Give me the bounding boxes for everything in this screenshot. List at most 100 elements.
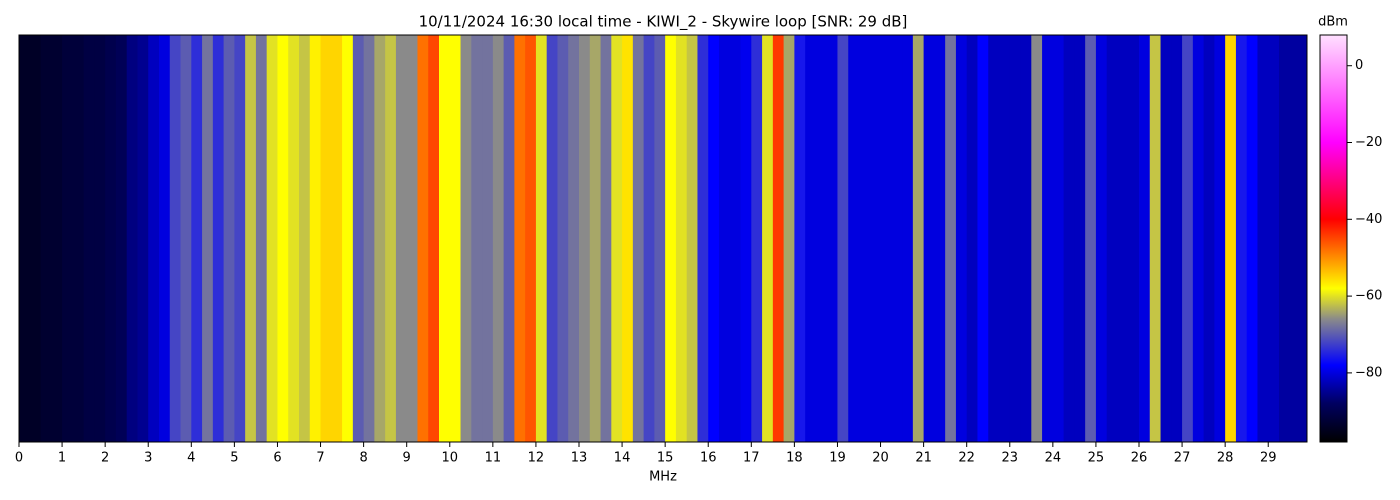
heatmap-cell [51, 35, 63, 442]
heatmap-cell [622, 35, 634, 442]
heatmap-cell [1192, 35, 1205, 442]
x-tick-label: 6 [273, 451, 281, 466]
colorbar-tick-label: −60 [1355, 289, 1382, 304]
heatmap-cell [686, 35, 698, 442]
heatmap-cell [29, 35, 42, 442]
heatmap-cell [557, 35, 569, 442]
heatmap-cell [277, 35, 289, 442]
heatmap-cell [600, 35, 612, 442]
x-tick-label: 19 [829, 451, 846, 466]
x-tick-label: 2 [101, 451, 109, 466]
heatmap-cell [180, 35, 192, 442]
heatmap-cell [94, 35, 106, 442]
heatmap-cell [320, 35, 332, 442]
heatmap-cell [342, 35, 354, 442]
heatmap-cell [169, 35, 182, 442]
heatmap-cell [40, 35, 52, 442]
heatmap-cell [1149, 35, 1162, 442]
x-tick-label: 10 [441, 451, 458, 466]
heatmap-cell [202, 35, 214, 442]
heatmap-cell [288, 35, 300, 442]
heatmap-cell [1042, 35, 1054, 442]
heatmap-cell [525, 35, 537, 442]
x-tick-label: 21 [915, 451, 932, 466]
heatmap-cell [1182, 35, 1194, 442]
x-tick-label: 12 [528, 451, 545, 466]
x-axis-label: MHz [649, 470, 677, 485]
heatmap-cell [1289, 35, 1302, 442]
colorbar-tick-label: −40 [1355, 212, 1382, 227]
heatmap-cell [191, 35, 203, 442]
heatmap-cell [385, 35, 397, 442]
heatmap-cell [934, 35, 946, 442]
x-tick-label: 26 [1131, 451, 1148, 466]
heatmap-cell [848, 35, 860, 442]
heatmap-cell [374, 35, 386, 442]
heatmap-cell [1009, 35, 1022, 442]
x-tick-label: 29 [1260, 451, 1277, 466]
heatmap-cell [955, 35, 968, 442]
heatmap-cell [223, 35, 235, 442]
heatmap-cell [1063, 35, 1075, 442]
heatmap-cell [234, 35, 246, 442]
heatmap-cell [1225, 35, 1237, 442]
heatmap-cell [503, 35, 515, 442]
heatmap-cell [1268, 35, 1280, 442]
x-tick-label: 13 [571, 451, 588, 466]
heatmap-cell [1128, 35, 1140, 442]
x-tick-label: 1 [58, 451, 66, 466]
x-tick-label: 0 [15, 451, 23, 466]
heatmap-cell [665, 35, 677, 442]
heatmap-cell [126, 35, 138, 442]
x-tick-label: 17 [743, 451, 760, 466]
x-tick-label: 8 [359, 451, 367, 466]
heatmap-cell [72, 35, 85, 442]
heatmap-cell [589, 35, 602, 442]
heatmap-cell [1052, 35, 1065, 442]
x-tick-label: 9 [403, 451, 411, 466]
heatmap-cell [632, 35, 645, 442]
heatmap-cell [352, 35, 365, 442]
heatmap-cell [805, 35, 817, 442]
heatmap-cell [783, 35, 795, 442]
x-tick-label: 24 [1045, 451, 1062, 466]
heatmap-cell [945, 35, 957, 442]
heatmap-cell [245, 35, 257, 442]
x-tick-label: 7 [316, 451, 324, 466]
colorbar [1319, 34, 1348, 443]
heatmap-cell [869, 35, 882, 442]
heatmap-cell [492, 35, 505, 442]
heatmap-cell [1095, 35, 1108, 442]
heatmap-cell [923, 35, 935, 442]
x-tick-label: 25 [1088, 451, 1105, 466]
heatmap-cell [309, 35, 322, 442]
heatmap-cell [1085, 35, 1097, 442]
heatmap-cell [611, 35, 623, 442]
heatmap-cell [1160, 35, 1172, 442]
heatmap-cell [772, 35, 785, 442]
heatmap-cell [1246, 35, 1258, 442]
heatmap-cell [137, 35, 149, 442]
heatmap-cell [363, 35, 375, 442]
heatmap-cell [449, 35, 462, 442]
heatmap-cell [62, 35, 74, 442]
heatmap-cell [331, 35, 343, 442]
x-tick-label: 3 [144, 451, 152, 466]
heatmap-cell [762, 35, 774, 442]
x-tick-label: 27 [1174, 451, 1191, 466]
heatmap-cell [1074, 35, 1086, 442]
heatmap-cell [439, 35, 451, 442]
heatmap-cell [988, 35, 1000, 442]
colorbar-tick-label: −20 [1355, 135, 1382, 150]
heatmap-cell [212, 35, 225, 442]
x-tick-label: 23 [1001, 451, 1018, 466]
x-tick-label: 4 [187, 451, 195, 466]
x-tick-label: 11 [485, 451, 502, 466]
heatmap-cell [1203, 35, 1215, 442]
heatmap-cell [740, 35, 752, 442]
heatmap-cell [826, 35, 838, 442]
heatmap-cell [417, 35, 429, 442]
heatmap-cell [977, 35, 989, 442]
heatmap-cell [1171, 35, 1183, 442]
